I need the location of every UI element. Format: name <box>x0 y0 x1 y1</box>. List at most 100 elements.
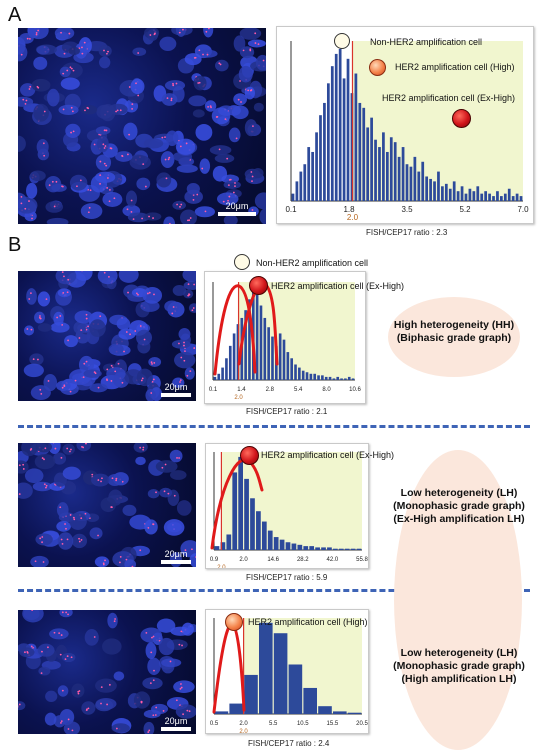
nucleus <box>30 555 49 567</box>
fish-signal <box>93 143 96 146</box>
nucleus <box>69 512 87 530</box>
fish-signal <box>204 210 207 213</box>
class-hh-line2: (Biphasic grade graph) <box>396 332 512 344</box>
histogram-bar <box>328 376 332 380</box>
nucleus <box>21 443 38 457</box>
fish-signal <box>180 356 183 359</box>
histogram-bar <box>294 364 297 380</box>
fish-signal <box>114 618 117 620</box>
fish-signal <box>88 206 91 209</box>
nucleus <box>56 502 69 518</box>
fish-signal <box>69 66 72 69</box>
histogram-bar <box>468 188 472 201</box>
fish-signal <box>153 669 155 672</box>
fish-signal <box>161 136 164 139</box>
histogram-bar <box>413 156 417 201</box>
fish-signal <box>85 313 88 316</box>
fish-signal <box>108 188 111 191</box>
fish-signal <box>37 358 39 361</box>
fish-signal <box>172 84 175 87</box>
nucleus <box>84 628 99 646</box>
nucleus <box>140 627 163 643</box>
nucleus <box>61 652 76 663</box>
histogram-bar <box>456 191 460 201</box>
nucleus <box>176 500 192 516</box>
histogram-bar <box>220 542 226 550</box>
nucleus <box>34 453 56 470</box>
fish-signal <box>81 46 83 49</box>
nucleus <box>95 678 117 693</box>
fish-signal <box>87 107 90 110</box>
histogram-bar <box>342 78 346 201</box>
fish-signal <box>198 81 201 84</box>
fish-signal <box>178 342 180 345</box>
fish-signal <box>186 709 189 712</box>
fish-signal <box>137 293 139 296</box>
fish-signal <box>191 309 194 312</box>
fish-signal <box>187 294 190 297</box>
nucleus <box>223 180 241 190</box>
fish-signal <box>70 106 73 109</box>
class-label-lh2: Low heterogeneity (LH) (Monophasic grade… <box>384 647 534 686</box>
fish-signal <box>121 480 124 483</box>
histogram-bar <box>238 456 243 550</box>
nucleus <box>142 677 163 690</box>
fish-signal <box>262 59 265 62</box>
nucleus <box>26 288 37 305</box>
histogram-b1: 0.1 1.4 2.8 5.4 8.0 10.6 2.0 HER2 amplificatio… <box>204 271 404 404</box>
nucleus <box>223 214 238 224</box>
histogram-bar <box>259 305 263 380</box>
fish-signal <box>166 97 169 100</box>
fish-signal <box>103 162 106 165</box>
nucleus <box>108 343 124 355</box>
fish-signal <box>87 325 89 328</box>
row-divider <box>18 589 530 592</box>
nucleus <box>216 192 239 206</box>
fish-signal <box>67 728 70 730</box>
nucleus <box>37 323 52 332</box>
fish-signal <box>60 456 63 459</box>
fish-signal <box>228 178 231 181</box>
fish-signal <box>148 729 151 732</box>
fish-signal <box>179 687 182 690</box>
histogram-bar <box>301 370 305 380</box>
histogram-bar <box>290 358 293 380</box>
nucleus <box>244 119 258 137</box>
threshold-label: 2.0 <box>217 565 226 568</box>
nucleus <box>255 54 266 71</box>
nucleus <box>171 339 191 349</box>
fish-signal <box>29 85 32 88</box>
nucleus <box>57 532 74 550</box>
fish-signal <box>60 634 63 636</box>
histogram-bar <box>229 703 243 714</box>
fish-signal <box>123 350 125 353</box>
fish-signal <box>187 283 190 286</box>
nucleus <box>37 291 51 307</box>
fish-signal <box>164 158 167 161</box>
fish-signal <box>168 156 171 159</box>
fish-signal <box>44 447 47 450</box>
fish-signal <box>39 537 42 540</box>
fish-signal <box>151 636 153 639</box>
fish-signal <box>176 457 178 459</box>
fish-signal <box>53 631 56 634</box>
nucleus <box>203 28 214 38</box>
histogram-bar <box>358 102 362 201</box>
nucleus <box>102 638 122 655</box>
class-lh1-line1: Low heterogeneity (LH) <box>400 487 518 499</box>
fish-signal <box>227 199 229 202</box>
class-lh2-line2: (Monophasic grade graph) <box>393 660 525 672</box>
fish-signal <box>195 556 196 558</box>
fish-signal <box>64 658 67 661</box>
nucleus <box>180 209 198 224</box>
nucleus <box>24 468 44 484</box>
histogram-bar <box>429 178 432 201</box>
fish-signal <box>180 203 183 206</box>
fish-signal <box>69 514 72 516</box>
fish-signal <box>62 72 65 75</box>
histogram-bar <box>356 548 362 550</box>
exhigh-amp-cell-marker <box>240 446 259 465</box>
fish-signal <box>175 82 178 85</box>
fish-signal <box>206 53 209 56</box>
fish-signal <box>192 307 195 309</box>
